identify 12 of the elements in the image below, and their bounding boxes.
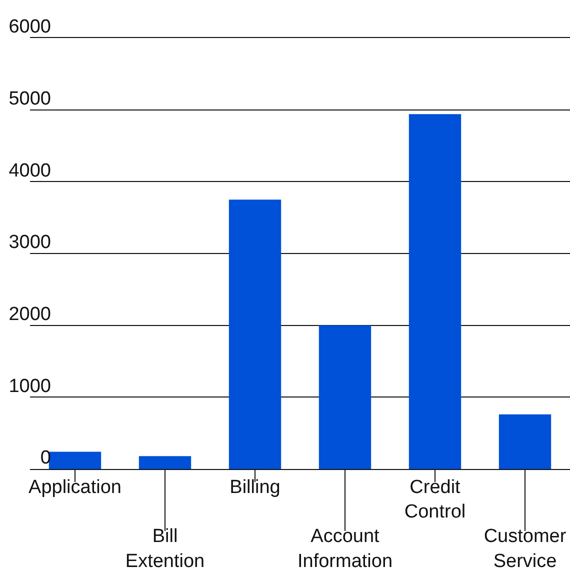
y-tick-label: 6000 bbox=[8, 16, 51, 38]
y-tick-label: 1000 bbox=[8, 376, 51, 397]
x-tick-label: Billing bbox=[230, 476, 280, 498]
x-tick-label: Customer Service bbox=[484, 526, 567, 572]
y-tick-label: 2000 bbox=[8, 304, 51, 325]
x-tick-label: Credit Control bbox=[404, 476, 466, 522]
y-tick-label: 4000 bbox=[8, 160, 51, 182]
x-tick-label: Bill Extention bbox=[125, 526, 205, 572]
x-tick-label: Application bbox=[28, 476, 122, 498]
y-tick-label: 3000 bbox=[8, 232, 51, 254]
x-tick-label: Account Information bbox=[297, 526, 393, 572]
y-tick-label: 5000 bbox=[8, 88, 51, 110]
